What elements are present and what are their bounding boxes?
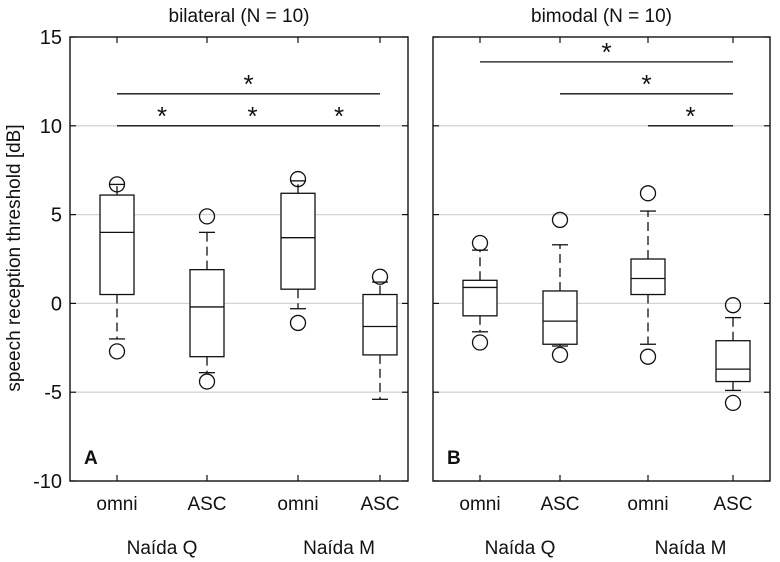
panel-label: A <box>84 448 98 469</box>
x-tick-label-omni: omni <box>96 494 137 515</box>
significance-star: * <box>641 69 651 99</box>
box-iqr <box>280 192 316 290</box>
box-iqr <box>542 290 578 345</box>
outlier-point <box>198 208 216 225</box>
box-iqr <box>99 194 135 296</box>
x-tick-label-omni: omni <box>627 494 668 515</box>
significance-star: * <box>157 101 167 131</box>
box-iqr <box>362 293 398 356</box>
significance-star: * <box>247 101 257 131</box>
outlier-point <box>108 176 126 193</box>
box-iqr <box>189 269 225 358</box>
y-axis-label: speech reception threshold [dB] <box>4 124 25 391</box>
significance-star: * <box>334 101 344 131</box>
outlier-point <box>471 334 489 351</box>
x-tick-label-asc: ASC <box>540 494 579 515</box>
significance-star: * <box>685 101 695 131</box>
axes-frame <box>432 36 771 482</box>
group-label: Naída M <box>303 538 375 559</box>
panel-label: B <box>447 448 461 469</box>
outlier-point <box>289 314 307 332</box>
group-label: Naída Q <box>485 538 556 559</box>
y-tick-label: 10 <box>40 116 62 138</box>
box-iqr <box>630 258 666 296</box>
outlier-point <box>551 346 569 364</box>
box-iqr <box>715 340 751 383</box>
outlier-point <box>108 343 126 360</box>
group-label: Naída M <box>655 538 727 559</box>
x-tick-label-asc: ASC <box>360 494 399 515</box>
outlier-point <box>724 297 742 314</box>
x-tick-label-omni: omni <box>459 494 500 515</box>
outlier-point <box>289 170 307 188</box>
outlier-point <box>198 373 216 390</box>
outlier-point <box>371 268 389 285</box>
outlier-point <box>639 348 657 365</box>
x-tick-label-asc: ASC <box>187 494 226 515</box>
outlier-point <box>471 234 489 252</box>
axes-frame <box>69 36 409 482</box>
significance-star: * <box>601 37 611 67</box>
x-tick-label-asc: ASC <box>713 494 752 515</box>
outlier-point <box>551 211 569 229</box>
panel-title: bilateral (N = 10) <box>169 6 310 27</box>
group-label: Naída Q <box>127 538 198 559</box>
outlier-point <box>639 185 657 202</box>
outlier-point <box>724 394 742 412</box>
y-tick-label: 15 <box>40 27 62 49</box>
y-tick-label: -5 <box>44 382 62 404</box>
box-iqr <box>462 279 498 317</box>
y-tick-label: 0 <box>51 293 62 315</box>
x-tick-label-omni: omni <box>277 494 318 515</box>
y-tick-label: 5 <box>51 205 62 227</box>
panel-title: bimodal (N = 10) <box>531 6 672 27</box>
y-tick-label: -10 <box>33 471 62 493</box>
significance-star: * <box>243 69 253 99</box>
